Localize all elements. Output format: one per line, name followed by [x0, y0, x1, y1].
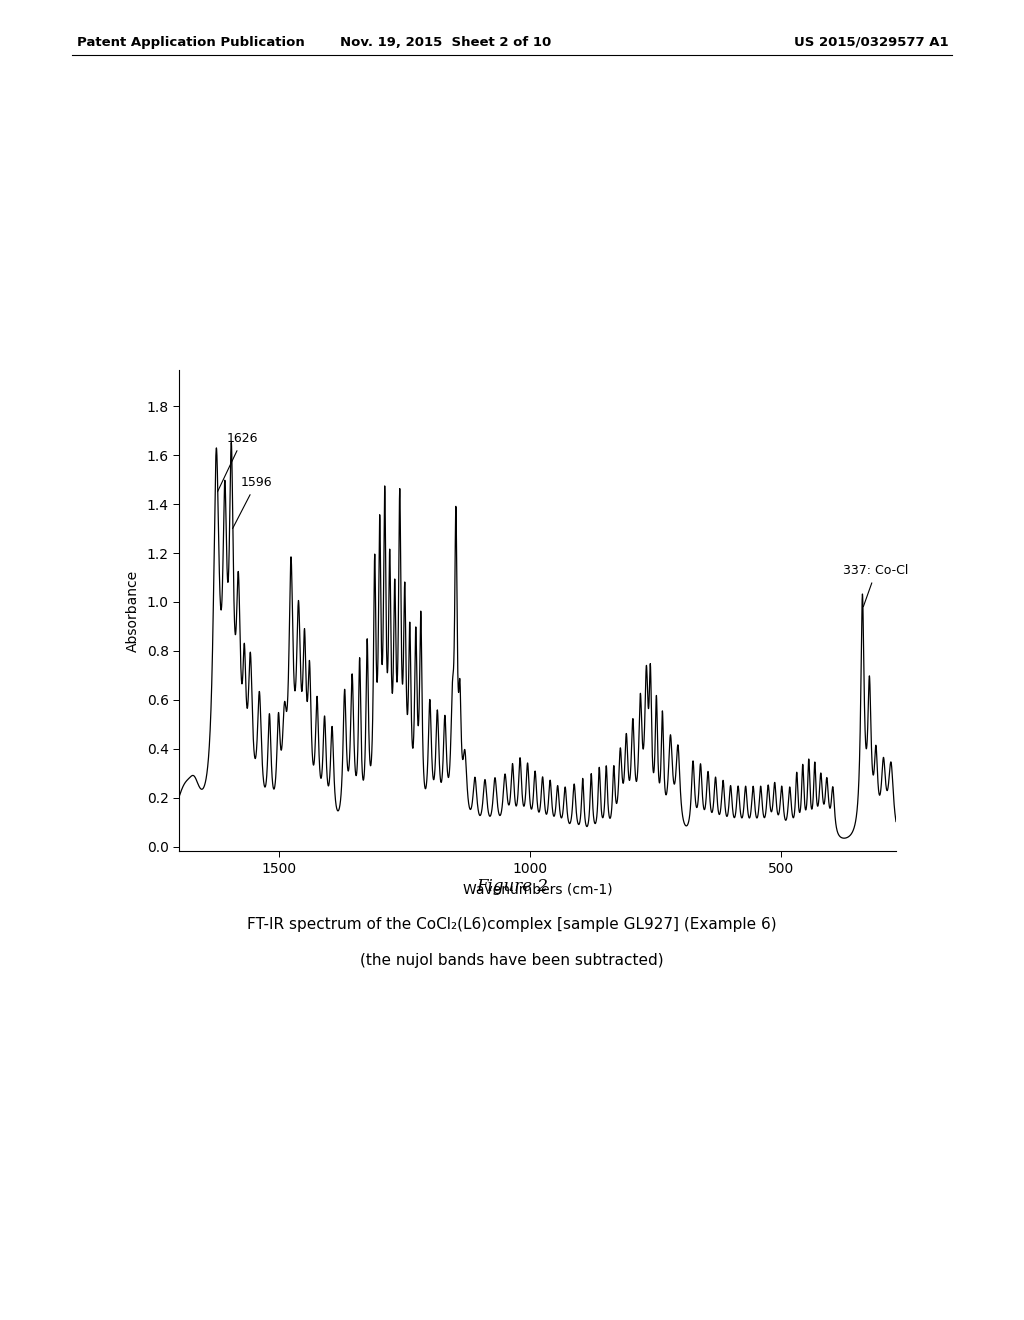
Text: 1596: 1596: [232, 477, 272, 528]
Text: 337: Co-Cl: 337: Co-Cl: [844, 565, 908, 607]
Text: Figure 2: Figure 2: [476, 878, 548, 895]
Text: US 2015/0329577 A1: US 2015/0329577 A1: [794, 36, 948, 49]
Text: FT-IR spectrum of the CoCl₂(L6)complex [sample GL927] (Example 6): FT-IR spectrum of the CoCl₂(L6)complex […: [247, 917, 777, 932]
Text: Nov. 19, 2015  Sheet 2 of 10: Nov. 19, 2015 Sheet 2 of 10: [340, 36, 551, 49]
Text: (the nujol bands have been subtracted): (the nujol bands have been subtracted): [360, 953, 664, 968]
Text: Patent Application Publication: Patent Application Publication: [77, 36, 304, 49]
X-axis label: Wavenumbers (cm-1): Wavenumbers (cm-1): [463, 883, 612, 896]
Text: 1626: 1626: [217, 433, 258, 492]
Y-axis label: Absorbance: Absorbance: [126, 569, 139, 652]
